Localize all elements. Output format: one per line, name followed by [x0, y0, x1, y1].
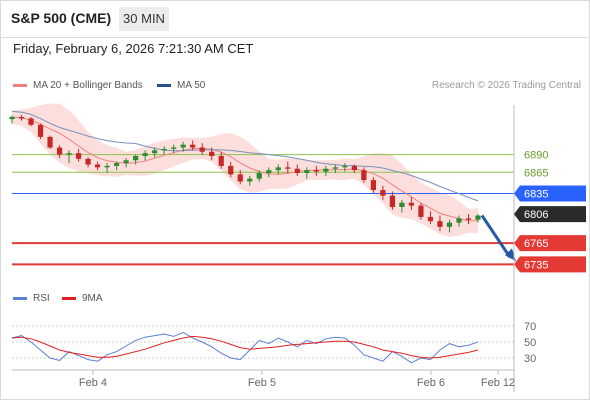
- candle-body: [133, 156, 139, 161]
- candle-body: [218, 156, 224, 166]
- candle-body: [313, 170, 319, 172]
- candle-body: [56, 147, 63, 155]
- level-label-6806: 6806: [524, 209, 548, 221]
- candle-body: [456, 218, 462, 223]
- forecast-arrow: [480, 214, 512, 259]
- candle-body: [446, 222, 453, 227]
- candle-body: [418, 205, 424, 217]
- level-label-6890: 6890: [524, 150, 548, 162]
- candle-body: [247, 178, 253, 182]
- candle-body: [18, 117, 25, 119]
- candle-body: [465, 218, 472, 220]
- candle-body: [380, 190, 386, 196]
- candle-body: [361, 170, 367, 181]
- level-label-6765: 6765: [524, 238, 548, 250]
- rsi-tick-70: 70: [524, 321, 536, 333]
- level-label-6835: 6835: [524, 189, 548, 201]
- forecast-arrowhead: [505, 248, 516, 262]
- legend-9ma: 9MA: [62, 293, 103, 304]
- rsi-line: [11, 331, 479, 364]
- candle-body: [475, 215, 481, 220]
- level-tag-6765: 6765: [514, 235, 586, 252]
- candle-body: [389, 195, 396, 207]
- rsi-swatch: [13, 296, 27, 300]
- candle-body: [94, 164, 101, 168]
- level-tag-bg: [514, 206, 586, 223]
- rsi-tick-30: 30: [524, 353, 536, 365]
- 9ma-swatch: [62, 296, 76, 300]
- level-tag-6735: 6735: [514, 256, 586, 273]
- ma20-line: [11, 116, 479, 222]
- legend-ma20: MA 20 + Bollinger Bands: [13, 80, 143, 91]
- level-tag-6835: 6835: [514, 185, 586, 202]
- candle-body: [123, 160, 129, 164]
- candle-body: [294, 168, 300, 173]
- legend-ma50: MA 50: [157, 80, 205, 91]
- candle-body: [113, 163, 120, 166]
- legend-rsi: RSI: [13, 293, 50, 304]
- timestamp: Friday, February 6, 2026 7:21:30 AM CET: [13, 41, 254, 56]
- level-tag-bg: [514, 185, 586, 202]
- candle-body: [370, 180, 377, 190]
- candle-body: [37, 124, 44, 137]
- candle-body: [66, 153, 72, 155]
- candle-body: [237, 174, 243, 182]
- ma20-swatch: [13, 83, 27, 87]
- candle-body: [285, 167, 291, 169]
- candle-body: [142, 153, 148, 156]
- x-tick-label: Feb 5: [248, 377, 276, 389]
- candle-body: [437, 221, 443, 227]
- candle-body: [266, 170, 272, 173]
- ma50-line: [11, 110, 479, 202]
- research-note: Research © 2026 Trading Central: [431, 80, 581, 91]
- legend-ma20-label: MA 20 + Bollinger Bands: [33, 80, 143, 91]
- candle-body: [342, 165, 348, 168]
- rsi-9ma-line: [11, 335, 479, 359]
- candle-body: [399, 202, 405, 207]
- candle-body: [304, 170, 310, 173]
- candle-body: [9, 117, 15, 120]
- candle-body: [351, 165, 357, 171]
- candle-body: [332, 167, 338, 169]
- instrument-title: S&P 500 (CME): [11, 10, 112, 26]
- level-tag-6806: 6806: [514, 206, 586, 223]
- candle-body: [85, 158, 91, 165]
- candle-body: [161, 148, 167, 151]
- bollinger-band: [12, 103, 478, 237]
- candle-body: [104, 165, 110, 168]
- candle-body: [275, 167, 281, 171]
- candle-body: [256, 173, 262, 179]
- candle-body: [190, 144, 196, 148]
- candle-body: [228, 165, 234, 175]
- candle-body: [408, 202, 415, 206]
- ma50-swatch: [157, 83, 171, 87]
- level-label-6735: 6735: [524, 259, 548, 271]
- legend-ma50-label: MA 50: [177, 80, 206, 91]
- x-tick-label: Feb 4: [79, 377, 107, 389]
- rsi-tick-50: 50: [524, 337, 536, 349]
- candle-body: [180, 144, 186, 148]
- level-tag-bg: [514, 235, 586, 252]
- candle-body: [152, 150, 158, 154]
- level-label-6865: 6865: [524, 167, 548, 179]
- interval-badge[interactable]: 30 MIN: [119, 7, 169, 31]
- legend-9ma-label: 9MA: [82, 293, 103, 304]
- x-tick-label: Feb 12: [481, 377, 515, 389]
- candle-body: [199, 147, 205, 152]
- legend-rsi-label: RSI: [33, 293, 50, 304]
- candle-body: [427, 216, 434, 222]
- candle-body: [75, 153, 82, 159]
- candle-body: [28, 118, 34, 125]
- x-tick-label: Feb 6: [417, 377, 445, 389]
- header-divider: [0, 37, 590, 38]
- level-tag-bg: [514, 256, 586, 273]
- candle-body: [323, 168, 329, 172]
- candle-body: [171, 147, 177, 149]
- candle-body: [209, 151, 215, 156]
- candle-body: [47, 136, 53, 148]
